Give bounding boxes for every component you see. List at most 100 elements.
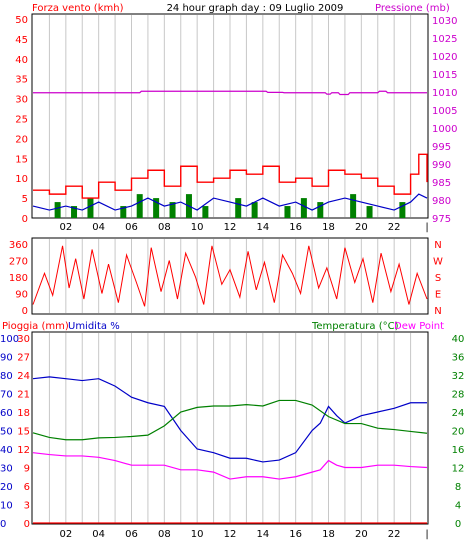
hour-tick-label: 08 bbox=[158, 529, 171, 540]
hour-tick-label: 06 bbox=[125, 222, 138, 233]
pressure-tick-label: 995 bbox=[432, 142, 451, 153]
wind-speed-bar bbox=[87, 198, 94, 218]
compass-tick-label: E bbox=[435, 290, 441, 301]
humidity-tick-label: 20 bbox=[0, 482, 13, 493]
temperature-tick-label: 40 bbox=[452, 334, 465, 345]
humidity-tick-label: 60 bbox=[0, 408, 13, 419]
pressure-tick-label: 1030 bbox=[432, 16, 457, 27]
hour-tick-label: 10 bbox=[191, 529, 204, 540]
pressure-tick-label: 1010 bbox=[432, 88, 457, 99]
pressure-tick-label: 975 bbox=[432, 214, 451, 225]
rain-tick-label: 9 bbox=[24, 464, 30, 475]
direction-tick-label: 360 bbox=[9, 240, 28, 251]
wind-speed-bar bbox=[169, 202, 176, 218]
wind-speed-bar bbox=[300, 198, 307, 218]
rain-axis-title: Pioggia (mm) bbox=[2, 321, 69, 332]
compass-tick-label: N bbox=[434, 306, 441, 317]
pressure-tick-label: 1005 bbox=[432, 106, 457, 117]
wind-speed-bar bbox=[350, 194, 357, 218]
hour-tick-label: 22 bbox=[388, 529, 401, 540]
rain-tick-label: 0 bbox=[24, 519, 30, 530]
pressure-tick-label: 980 bbox=[432, 196, 451, 207]
hour-tick-label: 08 bbox=[158, 222, 171, 233]
pressure-tick-label: 990 bbox=[432, 160, 451, 171]
wind-average-line bbox=[32, 193, 428, 211]
pressure-tick-label: 1000 bbox=[432, 124, 457, 135]
hour-tick-label: 12 bbox=[224, 529, 237, 540]
hour-tick-label: 14 bbox=[256, 529, 269, 540]
wind-speed-bar bbox=[251, 202, 258, 218]
hour-tick-label: 10 bbox=[191, 222, 204, 233]
wind-speed-bar bbox=[120, 206, 127, 218]
rain-tick-label: 15 bbox=[17, 427, 30, 438]
compass-tick-label: N bbox=[434, 240, 441, 251]
pressure-tick-label: 1025 bbox=[432, 34, 457, 45]
rain-tick-label: 24 bbox=[17, 371, 30, 382]
wind-tick-label: 35 bbox=[15, 75, 28, 86]
humidity-line bbox=[32, 376, 427, 463]
dew-point-line bbox=[32, 452, 428, 480]
wind-tick-label: 50 bbox=[15, 15, 28, 26]
humidity-axis-title: Umidita % bbox=[68, 321, 120, 332]
wind-speed-bar bbox=[71, 206, 78, 218]
rain-tick-label: 21 bbox=[17, 390, 30, 401]
dewpoint-axis-title: Dew Point bbox=[394, 321, 444, 332]
rain-tick-label: 18 bbox=[17, 408, 30, 419]
wind-tick-label: 0 bbox=[22, 214, 28, 225]
temperature-tick-label: 8 bbox=[455, 482, 461, 493]
rain-tick-label: 6 bbox=[24, 482, 30, 493]
wind-tick-label: 10 bbox=[15, 174, 28, 185]
direction-tick-label: 270 bbox=[9, 257, 28, 268]
humidity-tick-label: 80 bbox=[0, 371, 13, 382]
pressure-tick-label: 985 bbox=[432, 178, 451, 189]
direction-tick-label: 180 bbox=[9, 273, 28, 284]
hour-tick-label: 02 bbox=[59, 222, 72, 233]
grid-lines bbox=[48, 15, 412, 523]
compass-tick-label: W bbox=[433, 257, 443, 268]
humidity-tick-label: 0 bbox=[0, 519, 6, 530]
temperature-tick-label: 20 bbox=[452, 427, 465, 438]
wind-tick-label: 30 bbox=[15, 95, 28, 106]
temperature-tick-label: 24 bbox=[452, 408, 465, 419]
wind-speed-bar bbox=[317, 202, 324, 218]
temperature-axis-title: Temperatura (°C) bbox=[311, 321, 399, 332]
graph-date-title: 24 hour graph day : 09 Luglio 2009 bbox=[167, 3, 344, 14]
humidity-tick-label: 10 bbox=[0, 501, 13, 512]
hour-tick-label: 04 bbox=[92, 529, 105, 540]
hour-tick-label: 04 bbox=[92, 222, 105, 233]
wind-tick-label: 20 bbox=[15, 134, 28, 145]
compass-tick-label: S bbox=[435, 273, 441, 284]
wind-tick-label: 45 bbox=[15, 35, 28, 46]
temperature-tick-label: 4 bbox=[455, 501, 461, 512]
pressure-line bbox=[33, 90, 427, 96]
wind-speed-bar bbox=[399, 202, 406, 218]
wind-axis-title: Forza vento (kmh) bbox=[32, 3, 124, 14]
hour-tick-label: 20 bbox=[355, 529, 368, 540]
hour-tick-label: | bbox=[425, 529, 428, 540]
hour-tick-label: 20 bbox=[355, 222, 368, 233]
wind-direction-line bbox=[32, 245, 428, 307]
wind-speed-bar bbox=[54, 202, 61, 218]
wind-gust-line bbox=[33, 153, 428, 199]
humidity-tick-label: 30 bbox=[0, 464, 13, 475]
temperature-line bbox=[32, 399, 428, 441]
temperature-tick-label: 32 bbox=[452, 371, 465, 382]
humidity-tick-label: 50 bbox=[0, 427, 13, 438]
wind-tick-label: 40 bbox=[15, 55, 28, 66]
pressure-axis-title: Pressione (mb) bbox=[375, 3, 450, 14]
hour-tick-label: 02 bbox=[59, 529, 72, 540]
direction-tick-label: 0 bbox=[22, 306, 28, 317]
axis-ticks: 0510152025303540455097598098599099510001… bbox=[0, 15, 464, 540]
hour-tick-label: 18 bbox=[322, 529, 335, 540]
temperature-tick-label: 16 bbox=[452, 445, 465, 456]
rain-tick-label: 30 bbox=[17, 334, 30, 345]
temperature-tick-label: 12 bbox=[452, 464, 465, 475]
temperature-tick-label: 28 bbox=[452, 390, 465, 401]
data-series bbox=[32, 90, 428, 524]
rain-tick-label: 27 bbox=[17, 353, 30, 364]
hour-tick-label: 18 bbox=[322, 222, 335, 233]
hour-tick-label: 22 bbox=[388, 222, 401, 233]
wind-tick-label: 25 bbox=[15, 115, 28, 126]
